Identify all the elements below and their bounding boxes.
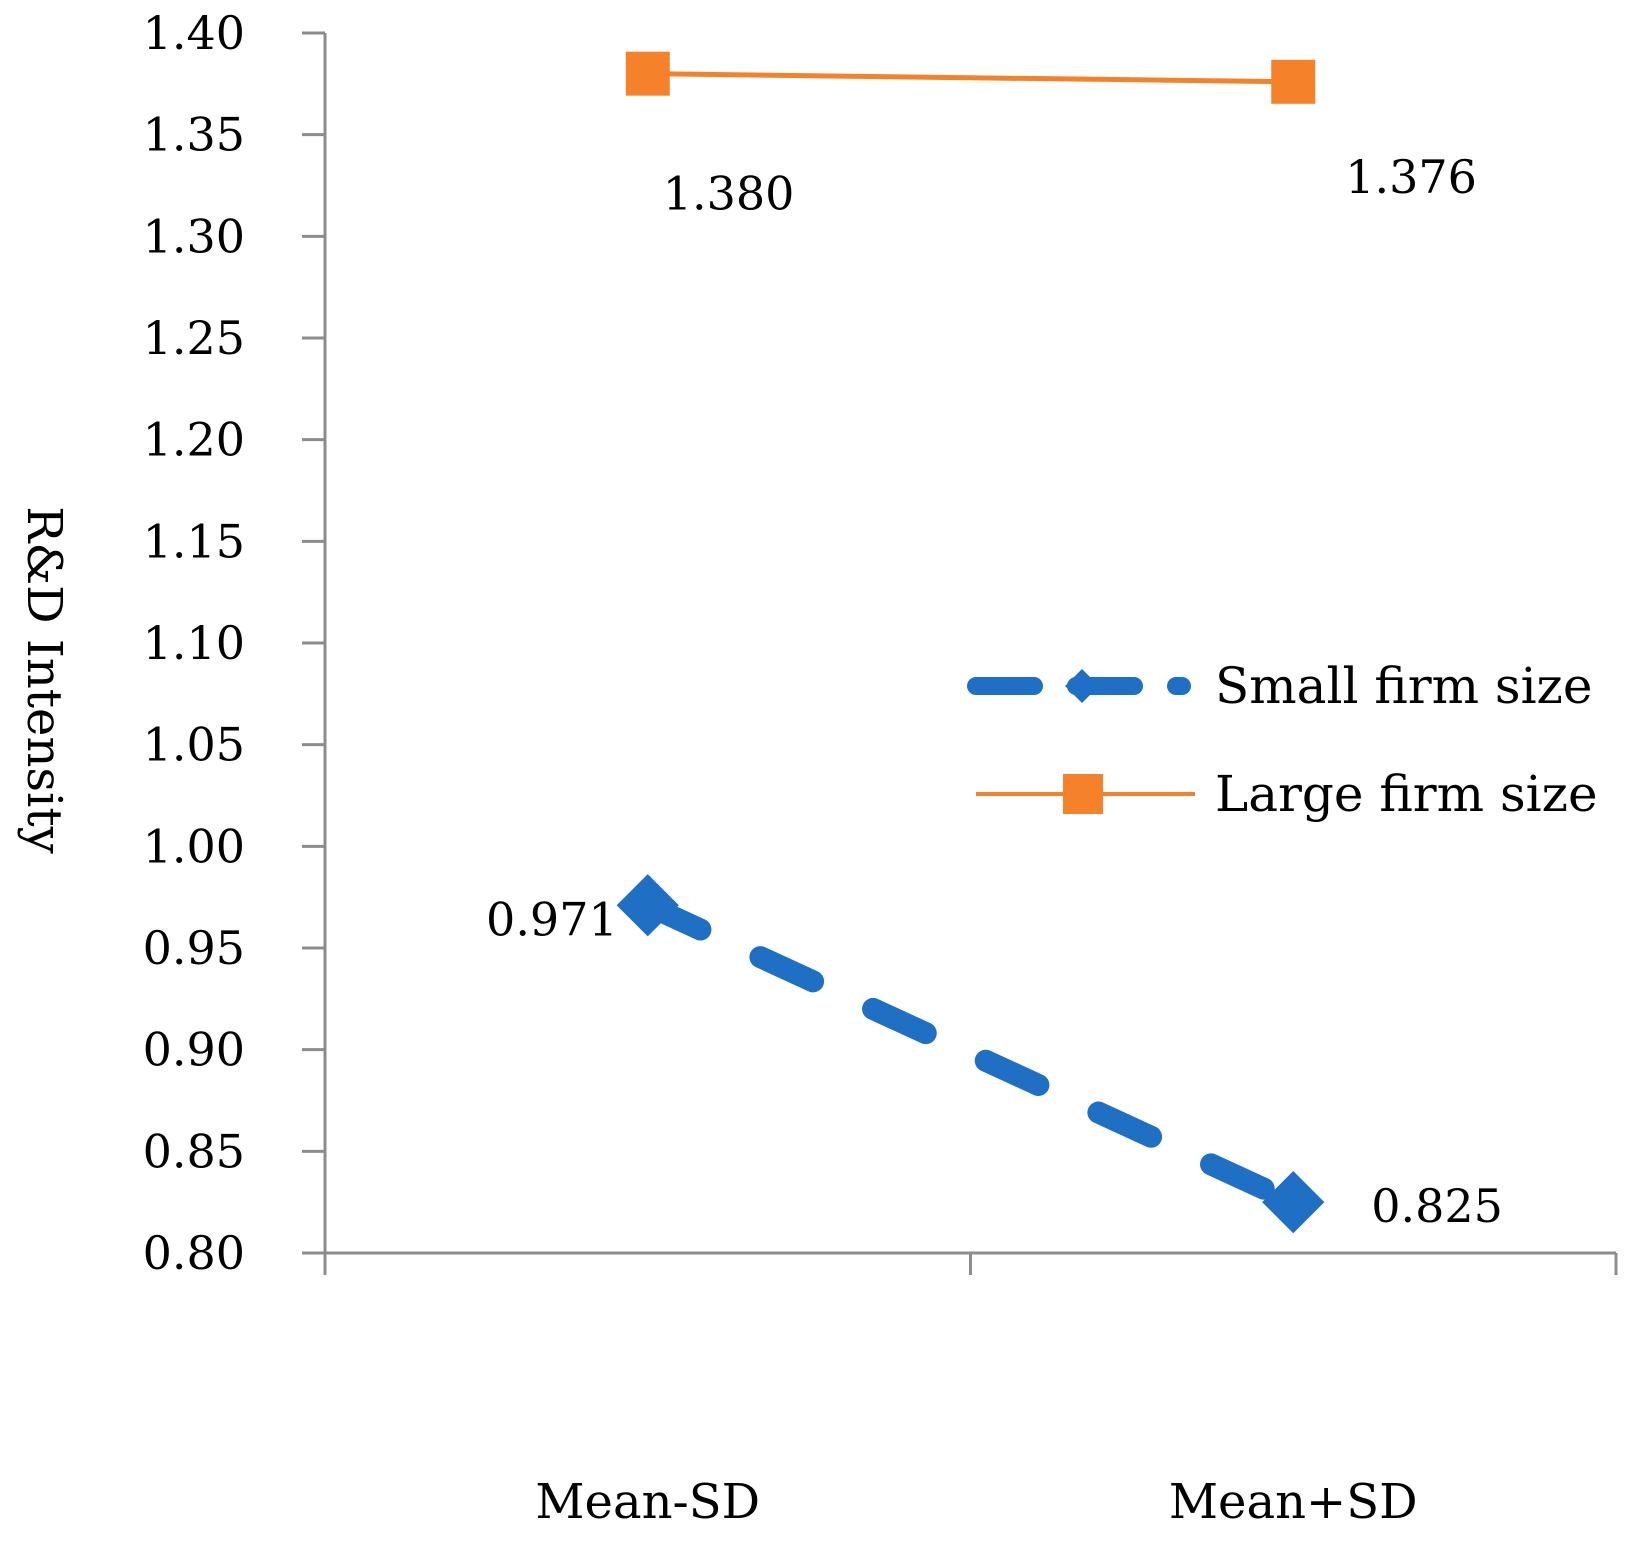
legend-item-large-firm-size: Large firm size — [976, 765, 1598, 823]
y-axis-title: R&D Intensity — [16, 506, 72, 853]
y-ticks: 0.80 0.85 0.90 0.95 1.00 1.05 1.10 1.15 1.20 1.25… — [143, 6, 325, 1280]
legend: Small firm size Large firm size — [967, 657, 1598, 823]
legend-item-small-firm-size: Small firm size — [967, 657, 1593, 715]
y-tick-label: 1.10 — [143, 616, 245, 670]
x-category-label: Mean-SD — [535, 1474, 760, 1530]
legend-label-large: Large firm size — [1215, 765, 1598, 823]
y-tick-label: 0.95 — [143, 921, 245, 975]
y-tick-label: 1.00 — [143, 819, 245, 873]
x-category-label: Mean+SD — [1169, 1474, 1418, 1530]
data-label: 0.825 — [1371, 1179, 1503, 1233]
point-large-firm-size — [1271, 59, 1316, 104]
legend-marker-small-diamond-icon — [1065, 669, 1099, 703]
data-label: 1.380 — [663, 167, 795, 221]
series-layer — [616, 51, 1325, 1234]
y-tick-label: 1.40 — [143, 6, 245, 60]
y-tick-label: 0.80 — [143, 1226, 245, 1280]
data-labels: 0.971 0.825 1.380 1.376 — [486, 150, 1503, 1233]
data-label: 0.971 — [486, 892, 618, 946]
y-tick-label: 1.15 — [143, 514, 245, 568]
y-tick-label: 0.90 — [143, 1023, 245, 1077]
y-tick-label: 0.85 — [143, 1124, 245, 1178]
y-tick-label: 1.05 — [143, 718, 245, 772]
legend-marker-large-square-icon — [1063, 774, 1103, 814]
series-line-1 — [647, 71, 1294, 85]
point-large-firm-size — [625, 51, 670, 96]
y-tick-label: 1.35 — [143, 108, 245, 162]
point-small-firm-size — [1262, 1171, 1325, 1234]
y-tick-label: 1.20 — [143, 413, 245, 467]
y-tick-label: 1.30 — [143, 209, 245, 263]
series-line-0 — [636, 894, 1305, 1214]
data-label: 1.376 — [1345, 150, 1477, 204]
legend-label-small: Small firm size — [1215, 657, 1593, 715]
x-ticks: Mean-SD Mean+SD — [323, 1253, 1618, 1530]
y-tick-label: 1.25 — [143, 311, 245, 365]
point-small-firm-size — [616, 874, 679, 937]
